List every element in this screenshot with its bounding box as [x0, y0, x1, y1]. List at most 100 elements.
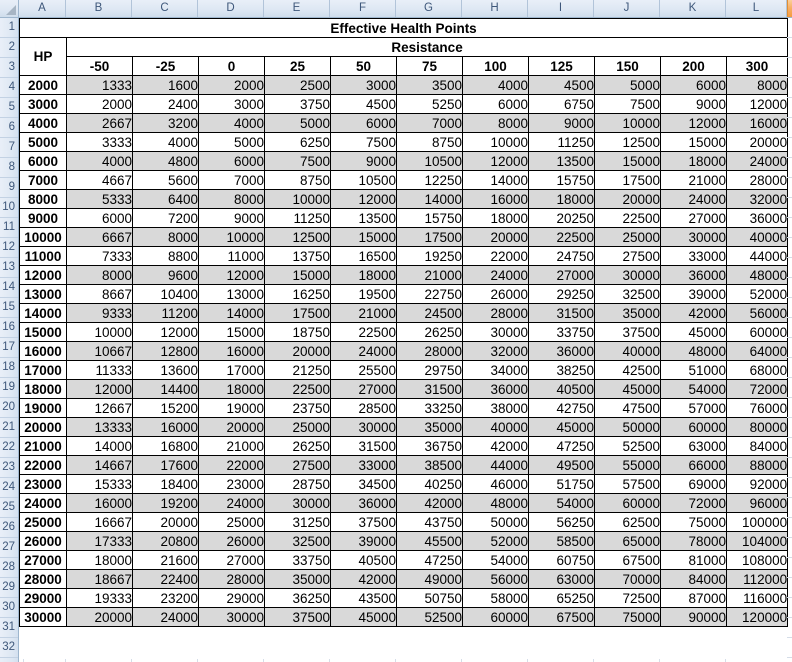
ehp-value-cell[interactable]: 22500: [594, 208, 661, 228]
ehp-value-cell[interactable]: 21000: [660, 170, 727, 190]
ehp-value-cell[interactable]: 13333: [66, 417, 133, 437]
ehp-value-cell[interactable]: 50000: [462, 512, 529, 532]
hp-cell[interactable]: 8000: [19, 189, 67, 209]
ehp-value-cell[interactable]: 72500: [594, 588, 661, 608]
ehp-value-cell[interactable]: 92000: [725, 474, 789, 494]
ehp-value-cell[interactable]: 75000: [594, 607, 661, 627]
ehp-value-cell[interactable]: 15750: [528, 170, 595, 190]
resistance-value-cell[interactable]: 50: [330, 56, 397, 76]
hp-cell[interactable]: 15000: [19, 322, 67, 342]
ehp-value-cell[interactable]: 1333: [66, 75, 133, 95]
ehp-value-cell[interactable]: 32500: [264, 531, 331, 551]
hp-cell[interactable]: 2000: [19, 75, 67, 95]
select-all-button[interactable]: [0, 0, 19, 18]
ehp-value-cell[interactable]: 2400: [132, 94, 199, 114]
ehp-value-cell[interactable]: 22400: [132, 569, 199, 589]
hp-cell[interactable]: 27000: [19, 550, 67, 570]
ehp-value-cell[interactable]: 8800: [132, 246, 199, 266]
hp-cell[interactable]: 13000: [19, 284, 67, 304]
ehp-value-cell[interactable]: 36000: [725, 208, 789, 228]
hp-cell[interactable]: 4000: [19, 113, 67, 133]
row-header-29[interactable]: 29: [0, 578, 18, 598]
ehp-value-cell[interactable]: 29000: [198, 588, 265, 608]
row-header-6[interactable]: 6: [0, 118, 18, 138]
ehp-value-cell[interactable]: 36000: [528, 341, 595, 361]
hp-cell[interactable]: 26000: [19, 531, 67, 551]
ehp-value-cell[interactable]: 9000: [528, 113, 595, 133]
ehp-value-cell[interactable]: 13500: [528, 151, 595, 171]
ehp-value-cell[interactable]: 62500: [594, 512, 661, 532]
ehp-value-cell[interactable]: 18000: [198, 379, 265, 399]
ehp-value-cell[interactable]: 55000: [594, 455, 661, 475]
ehp-value-cell[interactable]: 56000: [725, 303, 789, 323]
ehp-value-cell[interactable]: 22750: [396, 284, 463, 304]
ehp-value-cell[interactable]: 9000: [198, 208, 265, 228]
column-header-h[interactable]: H: [462, 0, 528, 17]
hp-cell[interactable]: 24000: [19, 493, 67, 513]
ehp-value-cell[interactable]: 24000: [198, 493, 265, 513]
ehp-value-cell[interactable]: 45000: [330, 607, 397, 627]
ehp-value-cell[interactable]: 28000: [396, 341, 463, 361]
ehp-value-cell[interactable]: 19500: [330, 284, 397, 304]
ehp-value-cell[interactable]: 10000: [66, 322, 133, 342]
column-header-e[interactable]: E: [264, 0, 330, 17]
ehp-value-cell[interactable]: 22000: [462, 246, 529, 266]
ehp-value-cell[interactable]: 120000: [725, 607, 789, 627]
row-header-22[interactable]: 22: [0, 438, 18, 458]
ehp-value-cell[interactable]: 76000: [725, 398, 789, 418]
ehp-value-cell[interactable]: 7200: [132, 208, 199, 228]
ehp-value-cell[interactable]: 17000: [198, 360, 265, 380]
row-header-14[interactable]: 14: [0, 278, 18, 298]
row-header-4[interactable]: 4: [0, 78, 18, 98]
ehp-value-cell[interactable]: 4000: [462, 75, 529, 95]
resistance-value-cell[interactable]: 150: [594, 56, 661, 76]
ehp-value-cell[interactable]: 11250: [528, 132, 595, 152]
ehp-value-cell[interactable]: 10000: [264, 189, 331, 209]
ehp-value-cell[interactable]: 20000: [264, 341, 331, 361]
ehp-value-cell[interactable]: 10400: [132, 284, 199, 304]
ehp-value-cell[interactable]: 6000: [330, 113, 397, 133]
ehp-value-cell[interactable]: 7500: [264, 151, 331, 171]
ehp-value-cell[interactable]: 54000: [462, 550, 529, 570]
row-header-32[interactable]: 32: [0, 638, 18, 658]
ehp-value-cell[interactable]: 36000: [660, 265, 727, 285]
row-header-1[interactable]: 1: [0, 18, 18, 38]
ehp-value-cell[interactable]: 16000: [198, 341, 265, 361]
ehp-value-cell[interactable]: 18000: [462, 208, 529, 228]
ehp-value-cell[interactable]: 6250: [264, 132, 331, 152]
resistance-value-cell[interactable]: 25: [264, 56, 331, 76]
hp-cell[interactable]: 30000: [19, 607, 67, 627]
row-header-27[interactable]: 27: [0, 538, 18, 558]
ehp-value-cell[interactable]: 27500: [594, 246, 661, 266]
ehp-value-cell[interactable]: 44000: [462, 455, 529, 475]
ehp-value-cell[interactable]: 32000: [725, 189, 789, 209]
hp-cell[interactable]: 29000: [19, 588, 67, 608]
ehp-value-cell[interactable]: 7500: [594, 94, 661, 114]
ehp-value-cell[interactable]: 45000: [594, 379, 661, 399]
ehp-value-cell[interactable]: 39000: [660, 284, 727, 304]
ehp-value-cell[interactable]: 47250: [528, 436, 595, 456]
column-header-g[interactable]: G: [396, 0, 462, 17]
ehp-value-cell[interactable]: 23750: [264, 398, 331, 418]
ehp-value-cell[interactable]: 2667: [66, 113, 133, 133]
ehp-value-cell[interactable]: 5000: [594, 75, 661, 95]
row-header-11[interactable]: 11: [0, 218, 18, 238]
ehp-value-cell[interactable]: 22500: [330, 322, 397, 342]
row-header-18[interactable]: 18: [0, 358, 18, 378]
ehp-value-cell[interactable]: 8000: [132, 227, 199, 247]
ehp-value-cell[interactable]: 31500: [330, 436, 397, 456]
ehp-value-cell[interactable]: 100000: [725, 512, 789, 532]
ehp-value-cell[interactable]: 33000: [330, 455, 397, 475]
ehp-value-cell[interactable]: 10000: [198, 227, 265, 247]
partial-row-33-cells[interactable]: [19, 659, 787, 662]
ehp-value-cell[interactable]: 27500: [264, 455, 331, 475]
hp-cell[interactable]: 16000: [19, 341, 67, 361]
ehp-value-cell[interactable]: 24000: [725, 151, 789, 171]
ehp-value-cell[interactable]: 108000: [725, 550, 789, 570]
ehp-value-cell[interactable]: 4800: [132, 151, 199, 171]
ehp-value-cell[interactable]: 63000: [528, 569, 595, 589]
hp-cell[interactable]: 23000: [19, 474, 67, 494]
row-header-20[interactable]: 20: [0, 398, 18, 418]
row-header-28[interactable]: 28: [0, 558, 18, 578]
ehp-value-cell[interactable]: 18000: [660, 151, 727, 171]
